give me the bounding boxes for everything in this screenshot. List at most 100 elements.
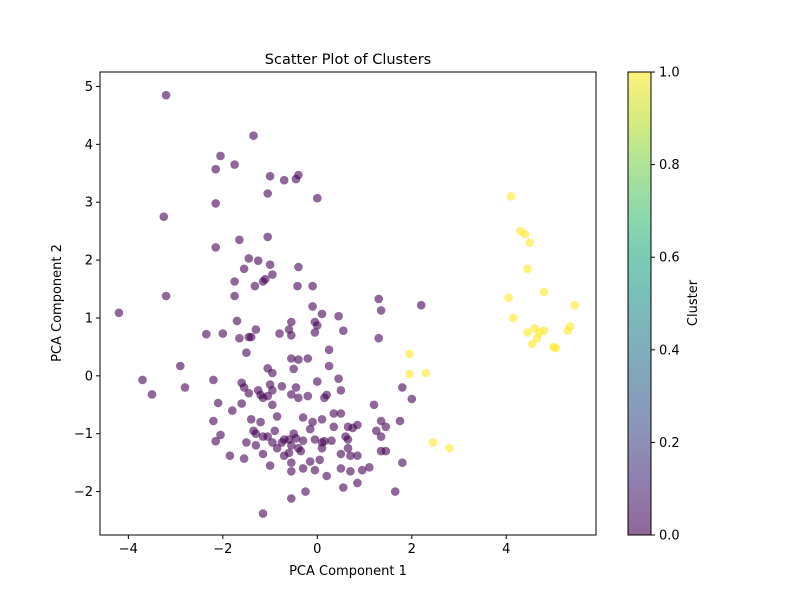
- data-point-cluster-0: [336, 449, 346, 459]
- data-point-cluster-0: [235, 333, 244, 343]
- data-point-cluster-0: [211, 199, 220, 208]
- data-point-cluster-0: [268, 270, 277, 279]
- y-tick-label: 3: [85, 196, 93, 211]
- data-point-cluster-0: [161, 90, 171, 100]
- data-point-cluster-0: [294, 262, 303, 272]
- data-point-cluster-0: [291, 434, 301, 443]
- data-point-cluster-0: [294, 355, 303, 364]
- data-point-cluster-0: [296, 446, 306, 456]
- data-point-cluster-0: [251, 429, 261, 439]
- data-point-cluster-0: [287, 441, 296, 450]
- data-point-cluster-0: [216, 151, 225, 161]
- data-point-cluster-0: [339, 483, 348, 492]
- colorbar-tick-label: 1.0: [659, 66, 680, 81]
- data-point-cluster-0: [251, 441, 261, 450]
- data-point-cluster-1: [428, 438, 438, 447]
- data-point-cluster-0: [230, 291, 239, 301]
- data-point-cluster-0: [242, 438, 251, 447]
- data-point-cluster-0: [202, 329, 211, 339]
- data-point-cluster-0: [298, 413, 308, 422]
- data-point-cluster-0: [268, 368, 277, 378]
- data-point-cluster-0: [250, 281, 260, 291]
- data-point-cluster-0: [336, 386, 346, 395]
- data-point-cluster-0: [313, 321, 322, 330]
- y-tick-label: −1: [74, 427, 93, 442]
- data-point-cluster-0: [381, 422, 391, 432]
- data-point-cluster-0: [376, 416, 386, 426]
- data-point-cluster-0: [353, 420, 362, 430]
- data-point-cluster-1: [551, 343, 561, 353]
- data-point-cluster-0: [263, 432, 273, 441]
- y-axis-ticks: −2 −1 0 1 2 3 4 5: [74, 80, 100, 500]
- data-point-cluster-0: [265, 171, 275, 181]
- data-point-cluster-0: [287, 494, 296, 503]
- data-point-cluster-0: [346, 467, 355, 476]
- data-point-cluster-0: [251, 325, 261, 334]
- colorbar-gradient: [628, 72, 651, 535]
- data-point-cluster-0: [334, 311, 343, 321]
- data-point-cluster-0: [211, 243, 220, 252]
- data-point-cluster-0: [211, 164, 220, 174]
- data-point-cluster-0: [161, 291, 171, 301]
- data-point-cluster-0: [365, 463, 374, 472]
- y-tick-label: 1: [85, 311, 93, 326]
- data-point-cluster-0: [353, 478, 362, 488]
- data-point-cluster-0: [293, 281, 302, 291]
- y-tick-label: 4: [85, 138, 93, 153]
- data-point-cluster-0: [407, 394, 417, 404]
- data-point-cluster-0: [284, 448, 294, 458]
- data-point-cluster-0: [147, 390, 157, 399]
- data-point-cluster-0: [249, 131, 258, 140]
- data-point-cluster-0: [225, 451, 235, 461]
- data-point-cluster-0: [336, 409, 346, 418]
- data-point-cluster-0: [176, 361, 185, 371]
- data-point-cluster-0: [322, 471, 332, 481]
- data-point-cluster-0: [275, 329, 284, 338]
- data-point-cluster-0: [374, 333, 384, 343]
- data-point-cluster-0: [209, 375, 218, 385]
- data-point-cluster-1: [421, 368, 431, 378]
- colorbar-tick-label: 0.6: [659, 251, 680, 266]
- data-point-cluster-0: [268, 386, 277, 395]
- data-point-cluster-0: [244, 388, 254, 398]
- data-point-cluster-1: [520, 229, 530, 239]
- data-point-cluster-0: [246, 415, 256, 424]
- data-point-cluster-1: [523, 264, 532, 274]
- data-point-cluster-0: [336, 464, 346, 473]
- data-point-cluster-0: [324, 345, 334, 355]
- data-point-cluster-0: [315, 455, 325, 465]
- data-point-cluster-0: [256, 417, 265, 427]
- data-point-cluster-1: [523, 328, 532, 337]
- data-point-cluster-1: [504, 293, 513, 303]
- x-tick-label: 2: [408, 542, 416, 557]
- colorbar-tick-label: 0.4: [659, 343, 680, 358]
- data-point-cluster-0: [277, 438, 287, 447]
- data-point-cluster-0: [305, 457, 315, 466]
- data-point-cluster-0: [216, 430, 225, 440]
- data-point-cluster-0: [239, 383, 249, 392]
- data-point-cluster-0: [353, 451, 362, 461]
- data-point-cluster-0: [313, 193, 322, 203]
- y-tick-label: 2: [85, 254, 93, 269]
- data-point-cluster-0: [372, 426, 381, 436]
- data-point-cluster-0: [369, 400, 379, 410]
- data-point-cluster-0: [346, 451, 355, 461]
- plot-frame: [99, 71, 597, 536]
- data-point-cluster-0: [303, 391, 313, 401]
- data-point-cluster-0: [287, 390, 296, 399]
- data-point-cluster-0: [301, 487, 310, 496]
- data-point-cluster-0: [235, 235, 244, 245]
- data-point-cluster-0: [298, 464, 308, 473]
- data-point-cluster-0: [320, 436, 329, 446]
- colorbar-label: Cluster: [686, 279, 701, 326]
- data-point-cluster-0: [398, 458, 407, 468]
- data-point-cluster-0: [298, 436, 308, 446]
- x-tick-label: −4: [119, 542, 138, 557]
- data-point-cluster-0: [230, 160, 239, 169]
- data-point-cluster-0: [357, 465, 367, 475]
- data-point-cluster-0: [398, 383, 407, 392]
- y-tick-label: 0: [85, 369, 93, 384]
- data-point-cluster-0: [228, 406, 237, 415]
- x-tick-label: 0: [313, 542, 321, 557]
